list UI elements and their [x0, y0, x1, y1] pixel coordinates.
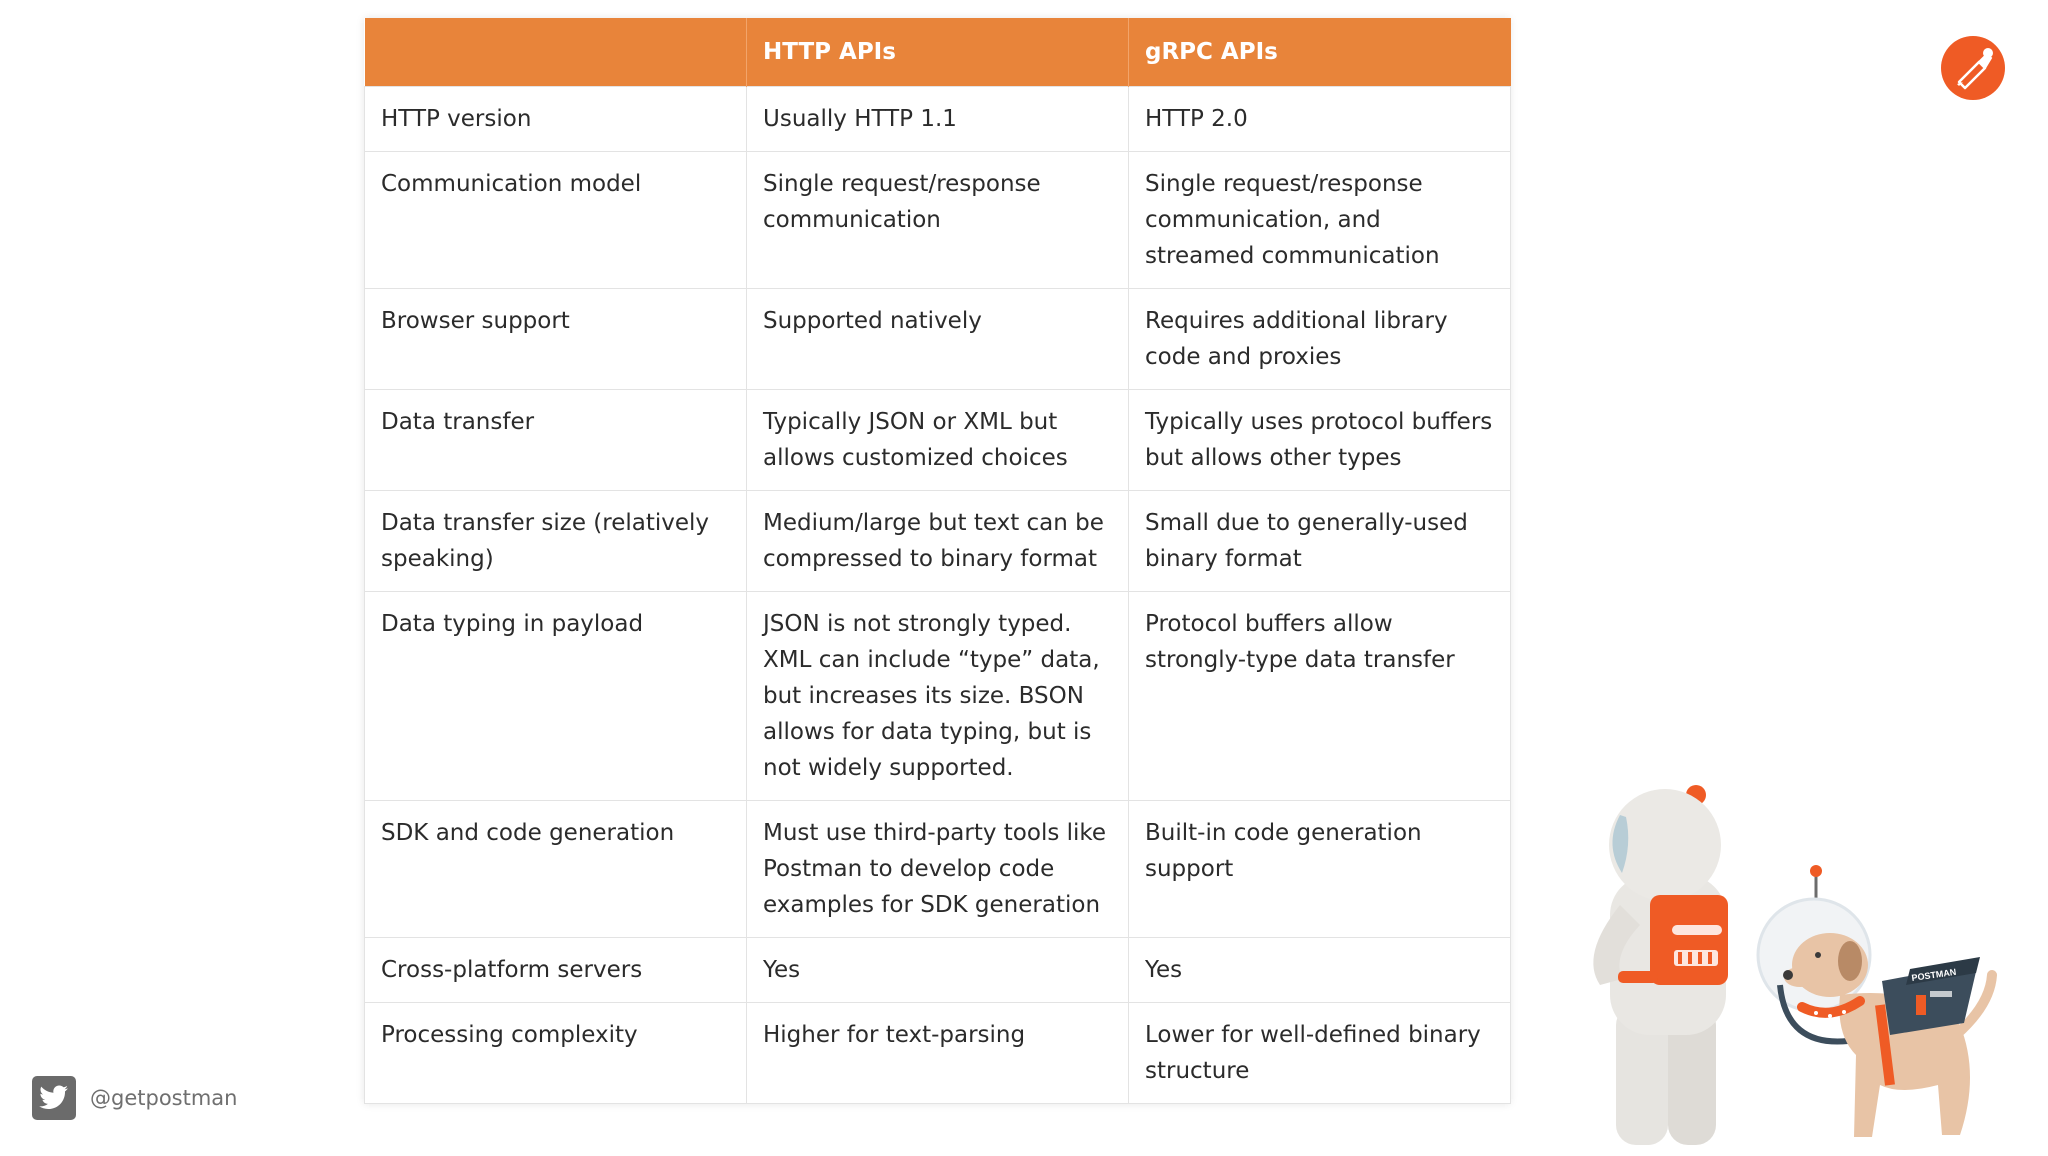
table-row: Data typing in payload JSON is not stron… — [364, 591, 1511, 801]
grpc-cell: Built-in code generation support — [1128, 800, 1511, 938]
table-header-row: HTTP APIs gRPC APIs — [364, 18, 1511, 87]
feature-cell: SDK and code generation — [364, 800, 747, 938]
http-cell: Medium/large but text can be compressed … — [746, 490, 1129, 592]
postman-logo[interactable] — [1941, 36, 2005, 100]
table-row: Data transfer size (relatively speaking)… — [364, 490, 1511, 592]
grpc-cell: Single request/response communication, a… — [1128, 151, 1511, 289]
feature-cell: Data transfer — [364, 389, 747, 491]
table-row: HTTP version Usually HTTP 1.1 HTTP 2.0 — [364, 86, 1511, 152]
http-cell: Supported natively — [746, 288, 1129, 390]
feature-cell: Browser support — [364, 288, 747, 390]
table-row: SDK and code generation Must use third-p… — [364, 800, 1511, 938]
http-cell: JSON is not strongly typed. XML can incl… — [746, 591, 1129, 801]
http-cell: Yes — [746, 937, 1129, 1003]
feature-cell: Cross-platform servers — [364, 937, 747, 1003]
grpc-cell: Lower for well-defined binary structure — [1128, 1002, 1511, 1104]
twitter-icon[interactable] — [32, 1076, 76, 1120]
table-row: Communication model Single request/respo… — [364, 151, 1511, 289]
feature-cell: HTTP version — [364, 86, 747, 152]
grpc-cell: Small due to generally-used binary forma… — [1128, 490, 1511, 592]
table-row: Data transfer Typically JSON or XML but … — [364, 389, 1511, 491]
mascot-illustration: POSTMAN — [1560, 755, 2010, 1152]
grpc-cell: HTTP 2.0 — [1128, 86, 1511, 152]
http-cell: Usually HTTP 1.1 — [746, 86, 1129, 152]
postman-logo-icon — [1941, 36, 2005, 100]
grpc-cell: Yes — [1128, 937, 1511, 1003]
comparison-table-container: HTTP APIs gRPC APIs HTTP version Usually… — [364, 18, 1511, 1104]
feature-cell: Processing complexity — [364, 1002, 747, 1104]
feature-cell: Data typing in payload — [364, 591, 747, 801]
http-cell: Single request/response communication — [746, 151, 1129, 289]
http-cell: Must use third-party tools like Postman … — [746, 800, 1129, 938]
http-cell: Higher for text-parsing — [746, 1002, 1129, 1104]
grpc-cell: Requires additional library code and pro… — [1128, 288, 1511, 390]
table-row: Processing complexity Higher for text-pa… — [364, 1002, 1511, 1104]
table-row: Browser support Supported natively Requi… — [364, 288, 1511, 390]
header-grpc-apis: gRPC APIs — [1128, 18, 1511, 87]
feature-cell: Data transfer size (relatively speaking) — [364, 490, 747, 592]
feature-cell: Communication model — [364, 151, 747, 289]
grpc-cell: Typically uses protocol buffers but allo… — [1128, 389, 1511, 491]
table-row: Cross-platform servers Yes Yes — [364, 937, 1511, 1003]
twitter-handle[interactable]: @getpostman — [32, 1076, 237, 1120]
header-http-apis: HTTP APIs — [746, 18, 1129, 87]
twitter-handle-text: @getpostman — [90, 1086, 238, 1110]
http-cell: Typically JSON or XML but allows customi… — [746, 389, 1129, 491]
astronaut-and-dog-icon: POSTMAN — [1593, 785, 1997, 1145]
header-feature — [364, 18, 747, 87]
comparison-table: HTTP APIs gRPC APIs HTTP version Usually… — [364, 18, 1511, 1104]
grpc-cell: Protocol buffers allow strongly-type dat… — [1128, 591, 1511, 801]
